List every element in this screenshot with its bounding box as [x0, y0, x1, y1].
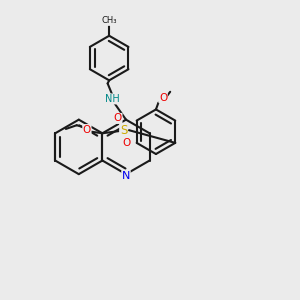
Text: N: N — [122, 171, 130, 181]
Text: O: O — [122, 138, 131, 148]
Text: NH: NH — [105, 94, 120, 104]
Text: CH₃: CH₃ — [101, 16, 117, 26]
Text: O: O — [83, 124, 91, 135]
Text: O: O — [159, 93, 167, 103]
Text: S: S — [120, 124, 127, 137]
Text: O: O — [114, 113, 122, 123]
